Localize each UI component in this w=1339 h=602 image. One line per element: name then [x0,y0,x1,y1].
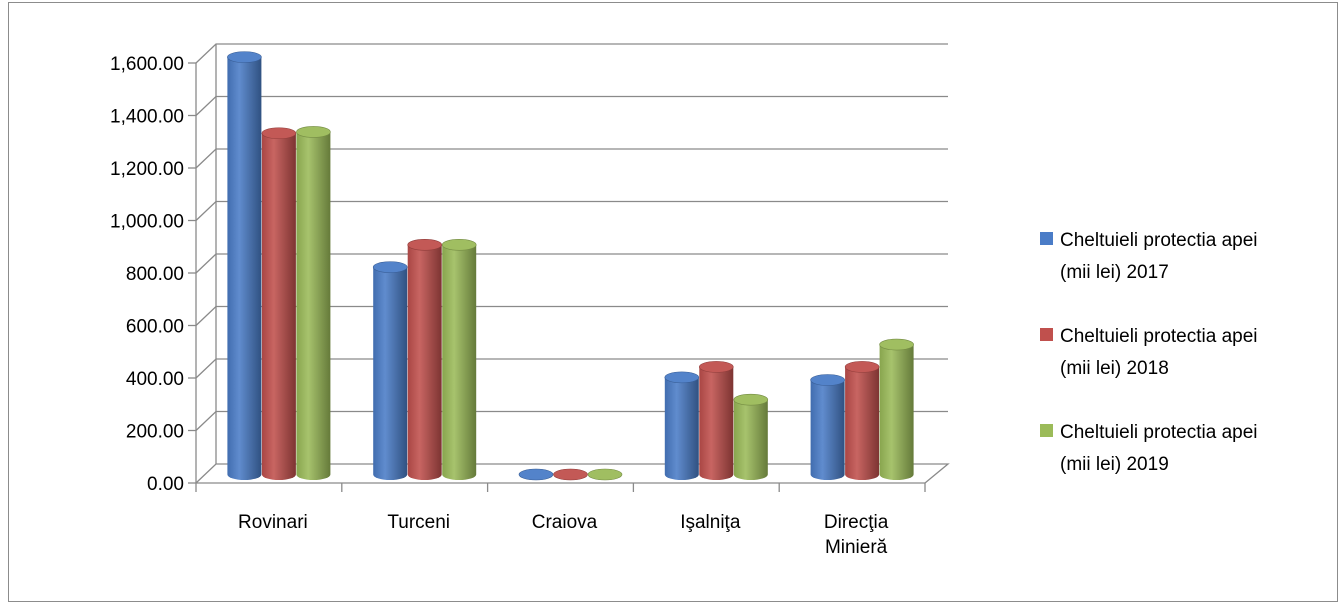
bar-body [699,366,734,480]
legend-item: Cheltuieli protectia apei (mii lei) 2017 [1040,230,1258,283]
x-tick-label: Rovinari [238,512,308,533]
axes [188,44,950,492]
bar-top [261,127,297,140]
x-tick-label: Turceni [387,512,450,533]
legend-swatch [1040,232,1053,245]
bars [227,51,914,481]
bar-top [844,361,880,373]
floor-outline [195,463,950,484]
bar-body [227,57,262,480]
bar-top [407,239,443,251]
bar-body [373,267,408,480]
y-tick-label: 1,400.00 [110,107,184,128]
bar-top [553,468,588,481]
y-tick-label: 200.00 [126,422,184,443]
legend-label: Cheltuieli protectia apei (mii lei) 2017 [1060,230,1258,283]
legend-swatch [1040,328,1053,341]
legend-item: Cheltuieli protectia apei (mii lei) 2018 [1040,326,1258,379]
y-tick-label: 800.00 [126,264,184,285]
bar-top [441,239,477,251]
bar [844,361,880,480]
legend: Cheltuieli protectia apei (mii lei) 2017 C… [1040,230,1258,475]
legend-label: Cheltuieli protectia apei (mii lei) 2019 [1060,422,1258,475]
bar [698,361,734,480]
bar-body [664,377,699,480]
bar-top [810,374,845,386]
x-tick-label: Işalniţa [680,512,741,533]
tick-labels: 0.00 200.00 400.00 600.00 800.00 1,000.00 1,20… [110,54,889,558]
bar [733,393,769,480]
bar-top [587,468,623,481]
y-tick-label: 1,000.00 [110,212,184,233]
bar [261,127,297,480]
y-tick-label: 1,200.00 [110,159,184,180]
bar [664,371,700,480]
bar-top [296,126,331,138]
bar [227,51,262,480]
bar-body [879,344,914,480]
bar-body [733,399,768,480]
bar [810,374,845,480]
bar-body [810,380,845,480]
legend-swatch [1040,424,1053,437]
bar [407,239,443,480]
bar [879,338,914,480]
legend-item: Cheltuieli protectia apei (mii lei) 2019 [1040,422,1258,475]
bar [296,126,331,480]
bar-top [879,338,914,351]
bar-top [227,51,262,63]
bar-top [733,393,769,406]
y-tick-label: 1,600.00 [110,54,184,75]
bar [518,468,554,481]
gridline [195,43,948,64]
bar-top [518,468,554,481]
bar [372,261,408,480]
bar [553,468,588,481]
bar-body [407,244,442,480]
bar-top [698,361,734,373]
bar [441,239,477,480]
x-tick-label: Direcţia Minieră [824,512,889,558]
legend-label: Cheltuieli protectia apei (mii lei) 2018 [1060,326,1258,379]
gridline [195,95,948,116]
bar-body [296,131,331,480]
bar-body [442,244,477,480]
y-tick-label: 600.00 [126,317,184,338]
bar-top [664,371,700,384]
bar-body [845,366,880,480]
x-tick-label: Craiova [532,512,598,533]
bar [587,468,623,481]
bar-top [372,261,408,273]
y-tick-label: 400.00 [126,369,184,390]
y-tick-label: 0.00 [147,474,184,495]
bar-body [261,133,296,480]
